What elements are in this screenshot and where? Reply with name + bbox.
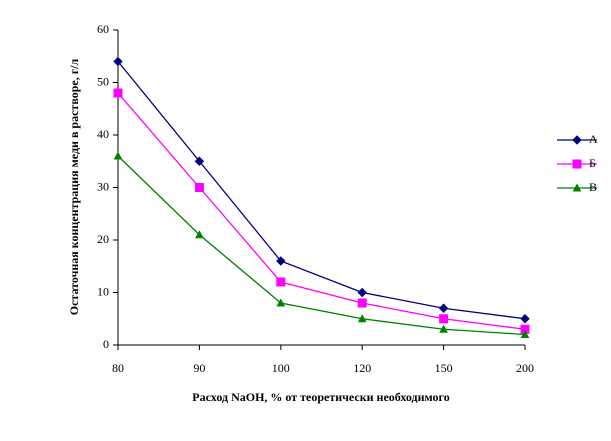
y-tick-label: 50 (97, 74, 109, 88)
x-axis-label: Расход NaOH, % от теоретически необходим… (192, 390, 449, 404)
marker (520, 329, 530, 338)
marker (439, 324, 448, 333)
y-tick-label: 40 (97, 127, 109, 141)
y-tick-label: 30 (97, 179, 109, 193)
y-axis-label: Остаточная концентрация меди в растворе,… (67, 59, 81, 316)
marker (439, 314, 449, 324)
marker (276, 277, 286, 287)
marker (113, 88, 123, 98)
marker (357, 314, 367, 323)
y-tick-label: 10 (97, 284, 109, 298)
legend-label: Б (589, 156, 596, 170)
x-tick-label: 120 (353, 361, 371, 375)
marker (276, 256, 286, 266)
marker (572, 135, 582, 145)
marker (572, 183, 582, 192)
series-line (117, 155, 526, 336)
marker (357, 287, 367, 298)
y-tick-label: 0 (103, 337, 109, 351)
legend-label: В (589, 180, 597, 194)
marker (357, 298, 367, 308)
x-tick-label: 150 (435, 361, 453, 375)
marker (194, 156, 205, 166)
marker (113, 56, 123, 67)
marker (195, 230, 204, 239)
legend-label: А (589, 132, 598, 146)
marker (438, 303, 449, 313)
x-tick-label: 200 (516, 361, 534, 375)
y-tick-label: 60 (97, 22, 109, 36)
x-tick-label: 100 (272, 361, 290, 375)
series-line (117, 92, 526, 330)
series-line (117, 61, 526, 320)
x-tick-label: 80 (112, 361, 124, 375)
marker (572, 159, 582, 169)
marker (113, 151, 123, 160)
marker (194, 183, 204, 192)
marker (276, 298, 286, 307)
x-tick-label: 90 (193, 361, 205, 375)
y-tick-label: 20 (97, 232, 109, 246)
marker (520, 314, 530, 324)
